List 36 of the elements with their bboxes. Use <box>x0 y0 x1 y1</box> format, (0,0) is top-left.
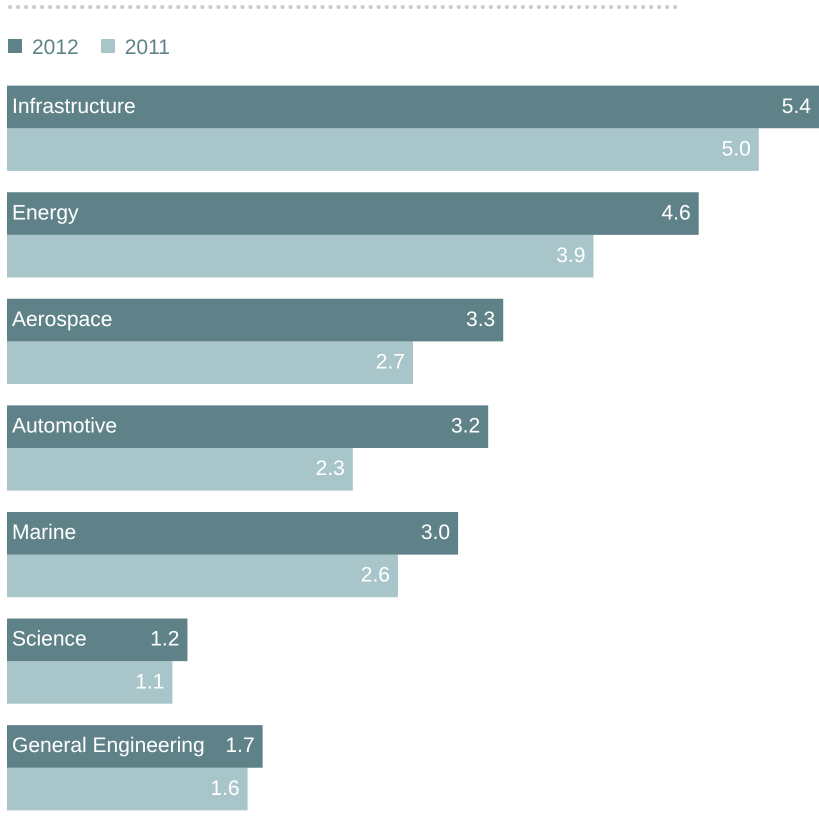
bar <box>7 128 759 171</box>
bar <box>7 618 188 662</box>
bar <box>7 512 458 555</box>
data-label: 1.2 <box>150 628 180 651</box>
bar <box>7 234 594 278</box>
data-label: 1.1 <box>135 670 164 694</box>
data-label: 4.6 <box>662 201 691 224</box>
data-label: 1.7 <box>225 734 255 758</box>
bar <box>7 298 504 342</box>
data-label: 3.9 <box>556 244 586 267</box>
bar <box>7 448 353 491</box>
y-tick-label: Science <box>12 628 87 651</box>
data-label: 2.6 <box>360 564 390 587</box>
bar <box>7 341 413 384</box>
bar <box>7 192 699 235</box>
data-label: 1.6 <box>210 776 240 800</box>
bar <box>7 768 248 810</box>
data-label: 3.2 <box>450 414 480 438</box>
data-label: 5.0 <box>722 137 751 160</box>
bar <box>7 86 819 128</box>
y-tick-label: General Engineering <box>12 734 205 758</box>
data-label: 5.4 <box>782 94 812 118</box>
y-tick-label: Aerospace <box>12 308 112 331</box>
bar <box>7 405 488 448</box>
data-label: 2.3 <box>316 457 345 480</box>
legend-label: 2012 <box>32 36 79 59</box>
data-label: 2.7 <box>376 350 405 374</box>
data-label: 3.3 <box>466 308 496 331</box>
legend-label: 2011 <box>124 36 170 59</box>
y-tick-label: Infrastructure <box>12 94 136 118</box>
bar <box>7 554 398 598</box>
bar <box>7 661 172 704</box>
y-tick-label: Marine <box>12 521 76 544</box>
y-tick-label: Energy <box>12 201 80 224</box>
data-label: 3.0 <box>420 521 450 544</box>
y-tick-label: Automotive <box>12 414 118 438</box>
